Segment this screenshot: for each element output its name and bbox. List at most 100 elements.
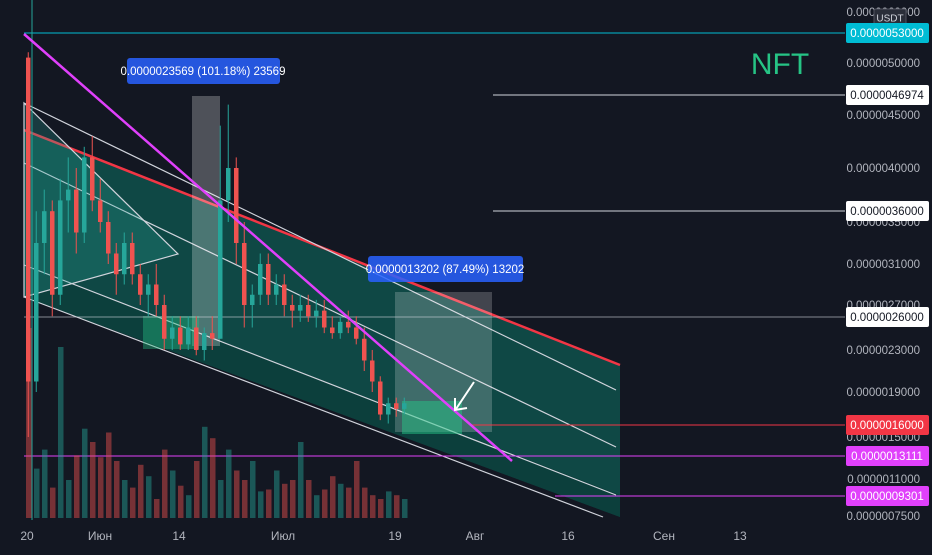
candle-body: [314, 310, 319, 317]
price-mark-label: 0.0000016000: [850, 420, 924, 432]
candle-body: [82, 157, 87, 233]
volume-bar: [330, 476, 336, 518]
candle-body: [90, 157, 95, 201]
candle: [250, 284, 255, 328]
candlesticks: [26, 52, 407, 437]
measure-label-2-text: 0.0000013202 (87.49%) 13202: [366, 264, 525, 276]
candle: [194, 316, 199, 356]
candle-body: [210, 333, 215, 339]
volume-bar: [122, 480, 128, 518]
volume-bar: [202, 426, 208, 518]
candle: [186, 316, 191, 350]
candle: [42, 189, 47, 275]
candle-body: [322, 310, 327, 328]
price-mark-bg: [846, 486, 929, 506]
volume-bar: [34, 468, 40, 518]
volume-bar: [58, 347, 64, 518]
y-tick-label: 0.0000019000: [846, 387, 920, 399]
candle-body: [218, 200, 223, 339]
price-mark-bg: [846, 201, 929, 221]
candle-body: [170, 327, 175, 339]
candle: [210, 316, 215, 350]
candle-body: [362, 338, 367, 361]
arrow-annotation: [454, 381, 475, 412]
volume-bar: [298, 442, 304, 518]
volume-bar: [106, 432, 112, 518]
candle: [106, 211, 111, 264]
volume-bar: [314, 495, 320, 518]
candle: [58, 178, 63, 305]
candle-body: [186, 327, 191, 345]
candle-body: [386, 403, 391, 415]
candle-body: [282, 284, 287, 305]
candle: [74, 168, 79, 254]
channel-mid-line-2: [23, 162, 617, 448]
x-tick-label: 14: [172, 529, 186, 543]
price-mark-label: 0.0000013111: [851, 451, 923, 463]
measure-label-1-text: 0.0000023569 (101.18%) 23569: [121, 66, 286, 78]
candle-body: [26, 57, 31, 382]
measure-label-1: 0.0000023569 (101.18%) 23569: [121, 58, 286, 84]
candle-body: [122, 243, 127, 275]
candle: [394, 397, 399, 417]
measure-box-1: [192, 96, 220, 346]
candle-body: [402, 403, 407, 409]
volume-bar: [114, 461, 120, 518]
volume-bar: [402, 499, 408, 518]
candle-body: [354, 327, 359, 339]
candle: [178, 316, 183, 350]
candle: [386, 397, 391, 424]
volume-bar: [218, 480, 224, 518]
candle: [290, 294, 295, 328]
candle-body: [234, 168, 239, 243]
volume-bar: [274, 470, 280, 518]
candle: [298, 294, 303, 322]
candle: [226, 104, 231, 222]
x-tick-label: 20: [20, 529, 34, 543]
y-tick-label: 0.0000045000: [846, 110, 920, 122]
volume-bar: [146, 476, 152, 518]
volume-bar: [378, 499, 384, 518]
candle: [338, 316, 343, 339]
candle: [282, 274, 287, 317]
candle: [234, 157, 239, 264]
candle-body: [194, 327, 199, 350]
volume-bar: [178, 485, 184, 518]
x-tick-label: 19: [388, 529, 402, 543]
candle-body: [202, 333, 207, 350]
price-mark-label: 0.0000009301: [850, 491, 924, 503]
candle-body: [74, 189, 79, 233]
volume-bar: [282, 483, 288, 518]
candle: [362, 327, 367, 371]
price-axis[interactable]: 0.00000600000.00000550000.00000500000.00…: [846, 7, 920, 523]
volume-bar: [186, 495, 192, 518]
y-tick-label: 0.0000040000: [846, 163, 920, 175]
candle: [66, 157, 71, 233]
candle-body: [306, 305, 311, 317]
y-tick-label: 0.0000011000: [847, 474, 920, 486]
candle-body: [266, 264, 271, 295]
volume-bar: [362, 487, 368, 518]
price-mark-label: 0.0000036000: [850, 206, 924, 218]
channel-mid-line-1: [23, 102, 617, 391]
candle-body: [346, 321, 351, 328]
time-axis[interactable]: 20 Июн 14 Июл 19 Авг 16 Сен 13: [20, 529, 747, 543]
candle: [330, 316, 335, 339]
pink-trend-line: [23, 33, 513, 462]
x-tick-label: Июн: [88, 529, 112, 543]
price-mark-label: 0.0000046974: [850, 90, 924, 102]
candle: [26, 52, 31, 437]
candle-body: [66, 189, 71, 201]
candle: [34, 211, 39, 392]
price-mark: 0.0000013111: [846, 446, 929, 466]
price-mark: 0.0000046974: [846, 85, 929, 105]
candle-body: [98, 200, 103, 222]
price-mark: 0.0000009301: [846, 486, 929, 506]
y-tick-label: 0.0000031000: [846, 259, 920, 271]
candle-body: [330, 327, 335, 334]
volume-bar: [90, 442, 96, 518]
candle: [82, 146, 87, 243]
volume-bar: [394, 495, 400, 518]
